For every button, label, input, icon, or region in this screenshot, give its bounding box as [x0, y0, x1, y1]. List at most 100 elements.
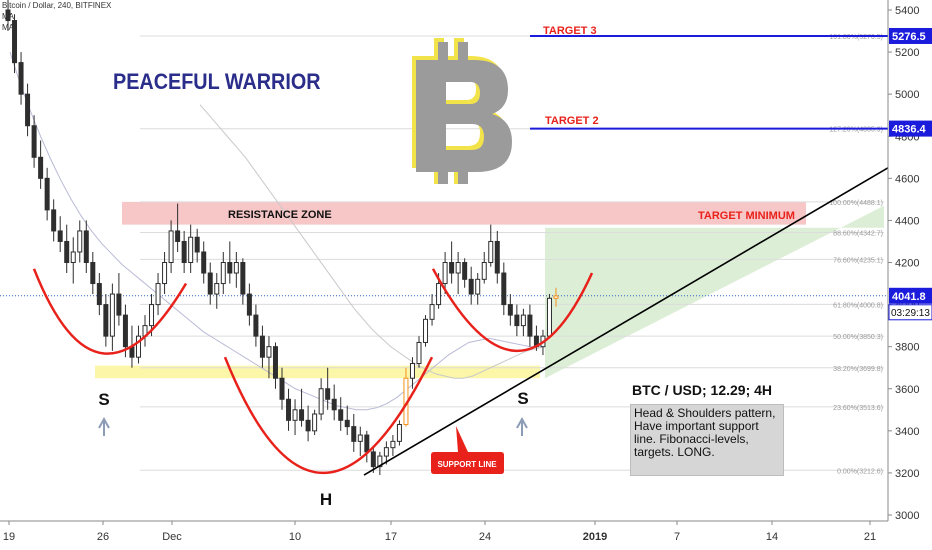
candle	[266, 346, 272, 358]
candle	[116, 293, 122, 316]
fib-label: 0.00%(3212.6)	[837, 468, 883, 475]
candle	[462, 262, 468, 280]
candle	[175, 230, 181, 242]
candle	[455, 262, 461, 274]
candle	[325, 388, 331, 400]
x-tick-label: 26	[97, 531, 109, 543]
target3-label: TARGET 3	[543, 25, 597, 37]
support-zone	[95, 365, 540, 379]
candle	[475, 278, 481, 295]
candle	[331, 398, 337, 411]
candle	[416, 341, 422, 365]
countdown-label: 03:29:13	[891, 308, 930, 319]
candle	[429, 304, 435, 320]
fib-label: 127.20%(4835.9)	[829, 127, 883, 134]
head-arc	[223, 356, 434, 474]
last-price-badge: 4041.8	[892, 291, 926, 303]
candle	[514, 314, 520, 327]
x-tick-label: 7	[674, 531, 680, 543]
peaceful-warrior-title: PEACEFUL WARRIOR	[113, 69, 321, 94]
y-tick-label: 3400	[895, 426, 919, 438]
candle	[220, 262, 226, 285]
candle	[520, 314, 526, 327]
y-tick-label: 4600	[895, 173, 919, 185]
x-tick-label: 14	[766, 531, 778, 543]
candle	[103, 304, 109, 337]
resistance-zone-label: RESISTANCE ZONE	[228, 209, 332, 221]
candle	[70, 251, 76, 264]
head-label: H	[320, 490, 332, 509]
candle	[501, 272, 507, 306]
y-tick-label: 5200	[895, 47, 919, 59]
candle	[344, 419, 350, 428]
y-tick-label: 4200	[895, 258, 919, 270]
candle	[5, 9, 11, 22]
candle	[318, 388, 324, 415]
fib-label: 38.20%(3699.8)	[833, 366, 883, 373]
bitcoin-logo-icon	[412, 38, 512, 184]
up-arrow-icon	[98, 416, 110, 436]
support-line-label: SUPPORT LINE	[437, 460, 497, 469]
candle	[77, 230, 83, 253]
candle	[90, 262, 96, 285]
y-tick-label: 4400	[895, 215, 919, 227]
candle	[122, 314, 128, 348]
candle	[370, 451, 376, 468]
info-box: Head & Shoulders pattern, Have important…	[630, 404, 784, 476]
candle	[44, 177, 50, 211]
info-title: BTC / USD; 12.29; 4H	[632, 382, 773, 398]
chart-symbol-legend: Bitcoin / Dollar, 240, BITFINEX	[2, 1, 112, 10]
candle	[12, 20, 18, 64]
y-tick-label: 5000	[895, 89, 919, 101]
fib-label: 76.60%(4235.1)	[833, 257, 883, 264]
candle	[272, 346, 278, 379]
target-minimum-label: TARGET MINIMUM	[698, 210, 795, 222]
candle	[423, 318, 429, 343]
y-tick-label: 3800	[895, 342, 919, 354]
candle	[468, 278, 474, 295]
candle	[279, 377, 285, 400]
x-tick-label: 19	[3, 531, 15, 543]
candle	[494, 240, 500, 274]
candle	[188, 236, 194, 263]
candle	[149, 304, 155, 327]
candle	[38, 156, 44, 179]
candle	[253, 314, 259, 337]
support-trend-line	[363, 167, 889, 476]
x-tick-label: 21	[864, 531, 876, 543]
candle	[436, 283, 442, 306]
target3-price-badge: 5276.5	[892, 31, 926, 43]
candle	[96, 283, 102, 306]
candle	[51, 209, 57, 232]
candle	[240, 262, 246, 295]
candle	[312, 413, 318, 432]
fib-label: 161.80%(5276.5)	[829, 34, 883, 41]
candle	[194, 236, 200, 253]
resistance-zone	[122, 201, 806, 225]
candle	[155, 283, 161, 306]
target-area	[545, 205, 884, 379]
candle	[553, 295, 559, 299]
up-arrow-icon	[516, 416, 528, 436]
candle	[357, 434, 363, 442]
y-tick-label: 3000	[895, 510, 919, 522]
candle	[64, 240, 70, 263]
candle	[409, 363, 415, 379]
right-shoulder-arc	[431, 268, 594, 353]
candle	[168, 230, 174, 263]
candle	[259, 335, 265, 358]
fib-label: 100.00%(4488.1)	[829, 200, 883, 207]
target3-price-badge-bg	[889, 27, 932, 44]
candle	[201, 251, 207, 274]
candle	[246, 293, 252, 316]
candle	[481, 262, 487, 280]
candle	[364, 434, 370, 453]
y-tick-label: 3200	[895, 468, 919, 480]
x-tick-label: 10	[289, 531, 301, 543]
last-price-badge-bg	[889, 287, 932, 304]
candle	[57, 230, 63, 242]
countdown-bg	[888, 304, 932, 321]
ma-line-2	[199, 104, 546, 379]
ma-legend-2: MA	[2, 23, 14, 32]
